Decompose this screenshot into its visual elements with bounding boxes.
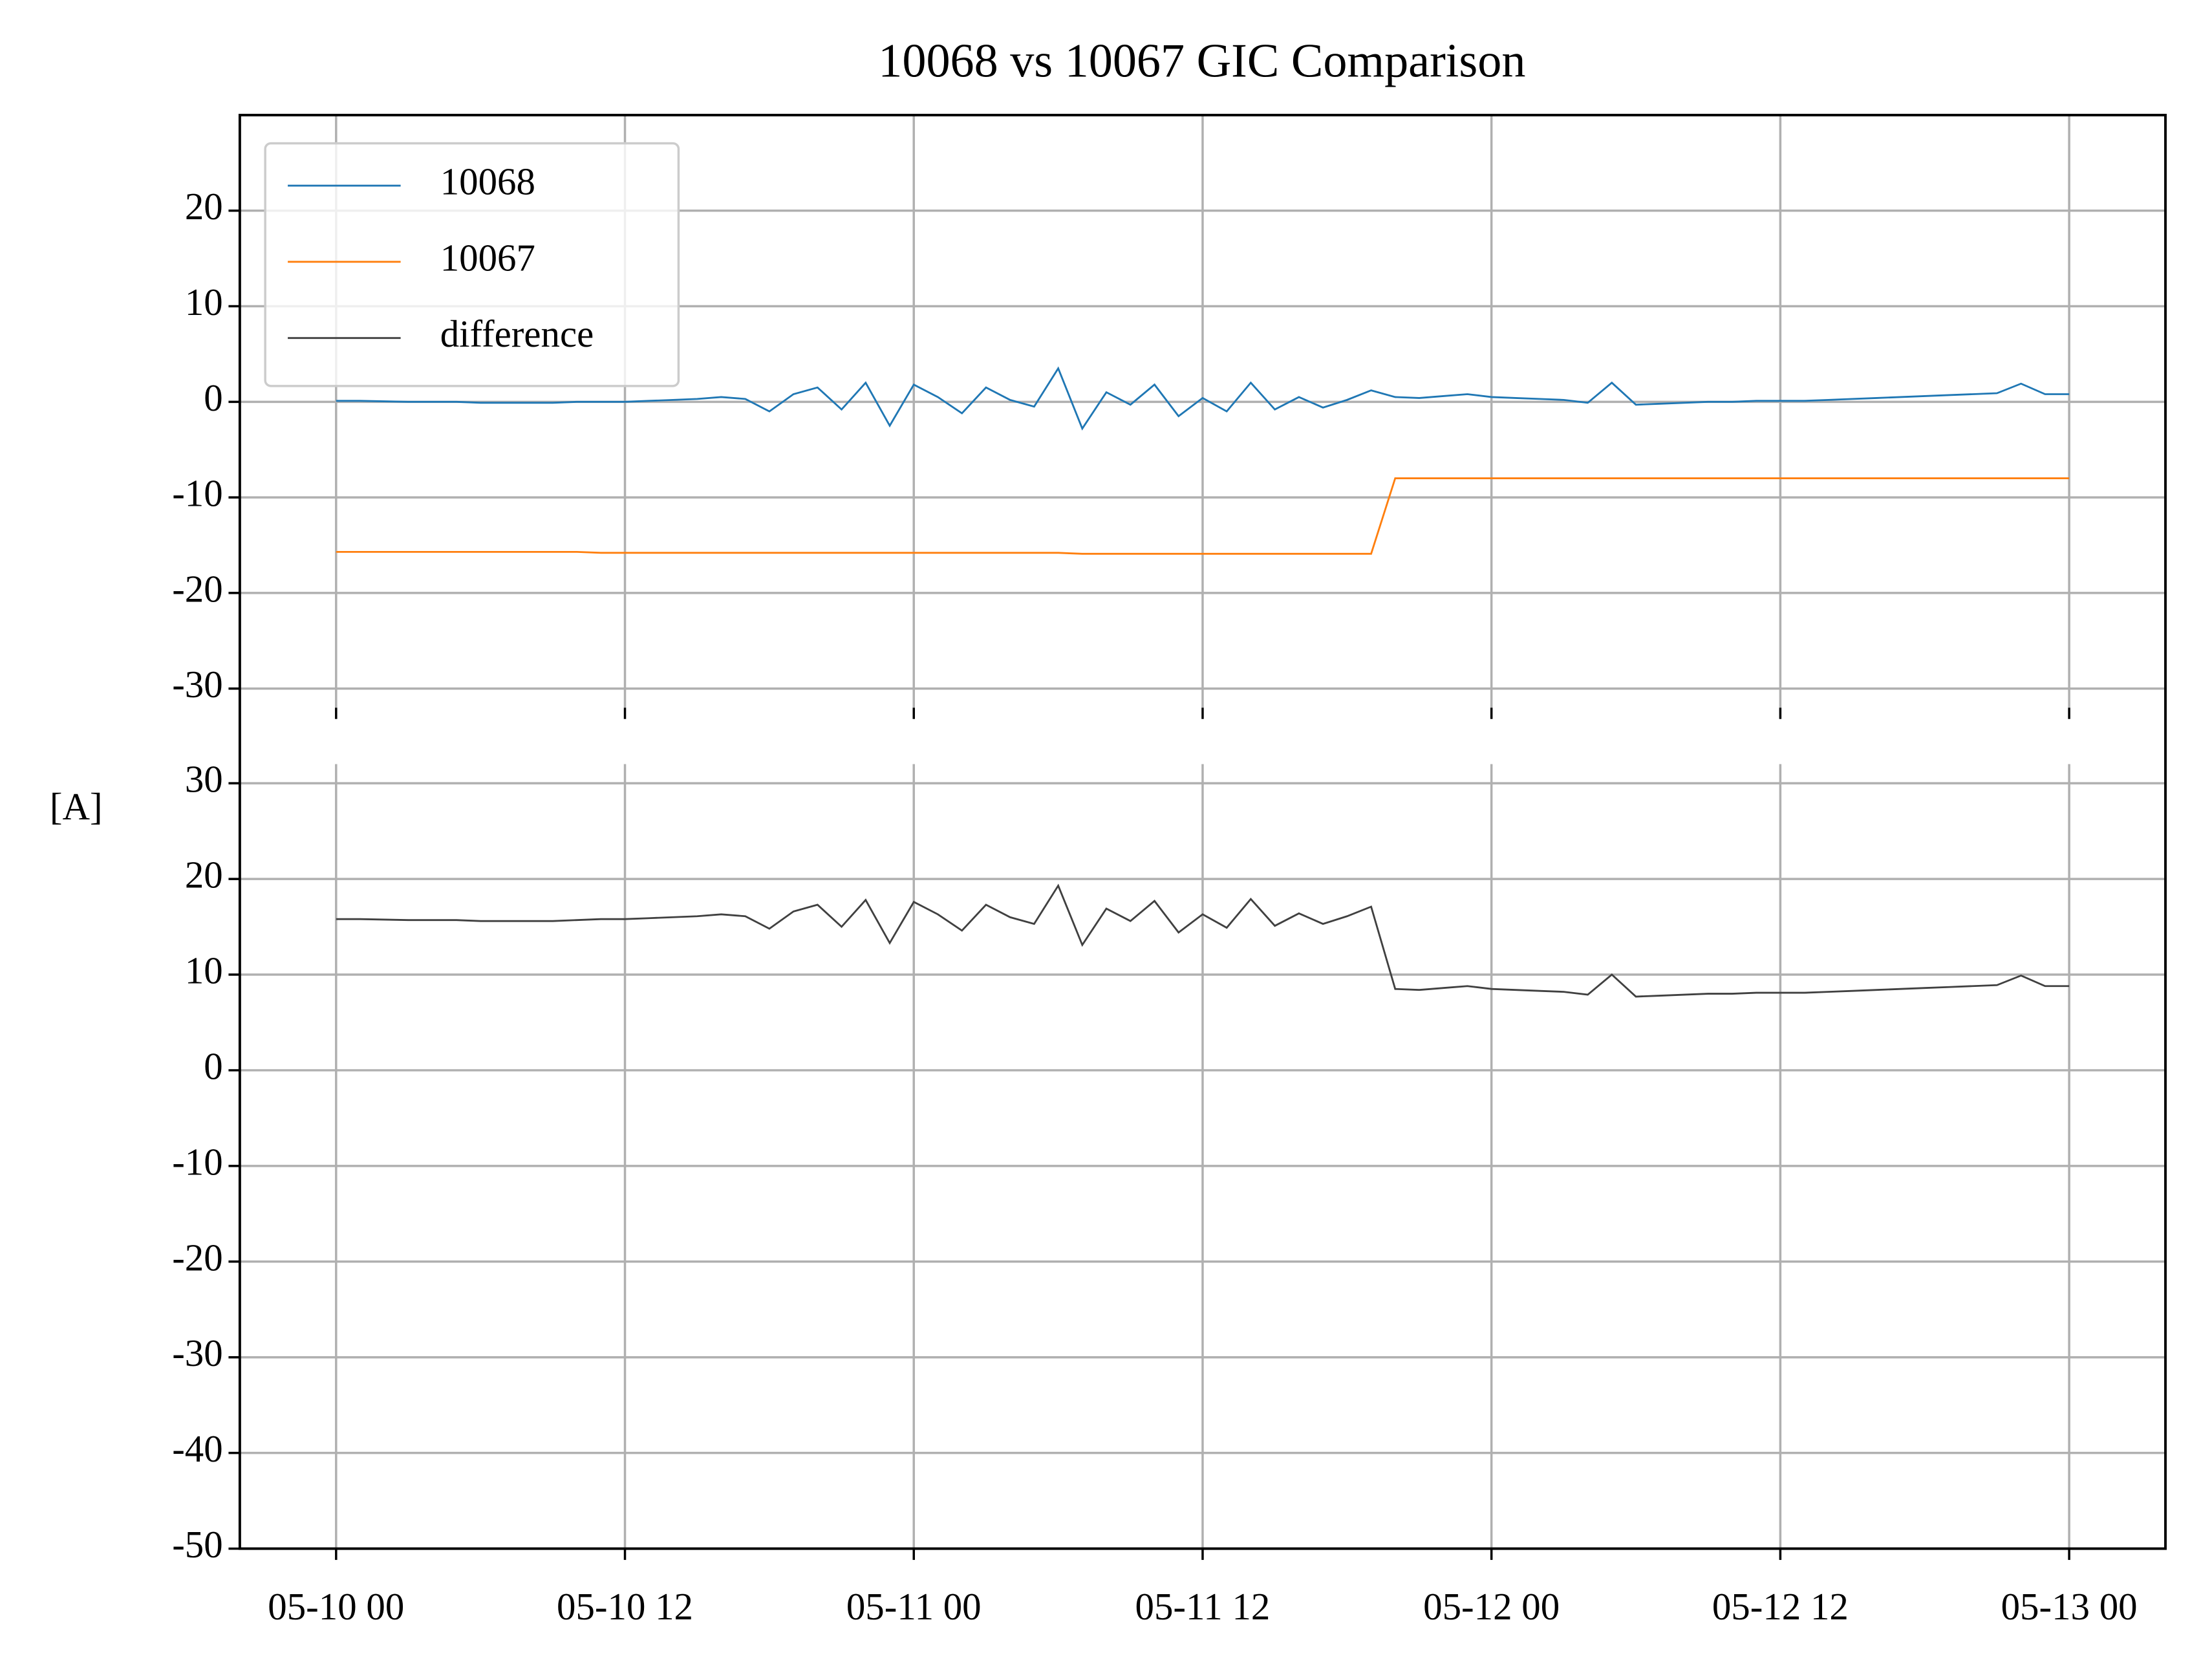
y-tick-label: -20 [172, 568, 223, 610]
legend-label: 10068 [440, 161, 535, 203]
y-tick-label: -30 [172, 1332, 223, 1374]
y-axis-label: [A] [50, 786, 103, 828]
y-tick-label: -10 [172, 473, 223, 515]
x-tick-label: 05-10 00 [268, 1586, 404, 1628]
legend-box [264, 142, 680, 387]
y-tick-label: 0 [204, 377, 222, 419]
data-line [336, 477, 2070, 555]
x-tick-label: 05-12 12 [1712, 1586, 1849, 1628]
y-tick-label: -20 [172, 1237, 223, 1279]
y-tick-label: 0 [204, 1045, 222, 1087]
data-line [336, 883, 2070, 998]
x-tick-label: 05-12 00 [1423, 1586, 1560, 1628]
data-line [336, 366, 2070, 431]
chart-title: 10068 vs 10067 GIC Comparison [878, 35, 1525, 88]
y-tick-label: -50 [172, 1524, 223, 1566]
legend-label: difference [440, 313, 594, 355]
y-tick-label: 10 [185, 950, 223, 992]
x-tick-label: 05-10 12 [557, 1586, 693, 1628]
plot-layer: -30 -20 -10 0 10 20 -50 -40 -30 -20 -10 0 10 20 30 05-1… [172, 114, 2166, 1628]
y-tick-label: 10 [185, 281, 223, 323]
legend-label: 10067 [440, 237, 535, 279]
x-tick-label: 05-11 00 [846, 1586, 982, 1628]
y-tick-label: 30 [185, 759, 223, 801]
legend: 10068 10067 difference [264, 142, 680, 387]
y-tick-label: -30 [172, 664, 223, 706]
y-tick-label: 20 [185, 854, 223, 896]
x-tick-label: 05-11 12 [1135, 1586, 1271, 1628]
y-tick-label: 20 [185, 186, 223, 228]
y-tick-label: -10 [172, 1141, 223, 1183]
axes-frame [238, 113, 2167, 1550]
x-tick-label: 05-13 00 [2001, 1586, 2138, 1628]
y-tick-label: -40 [172, 1428, 223, 1470]
